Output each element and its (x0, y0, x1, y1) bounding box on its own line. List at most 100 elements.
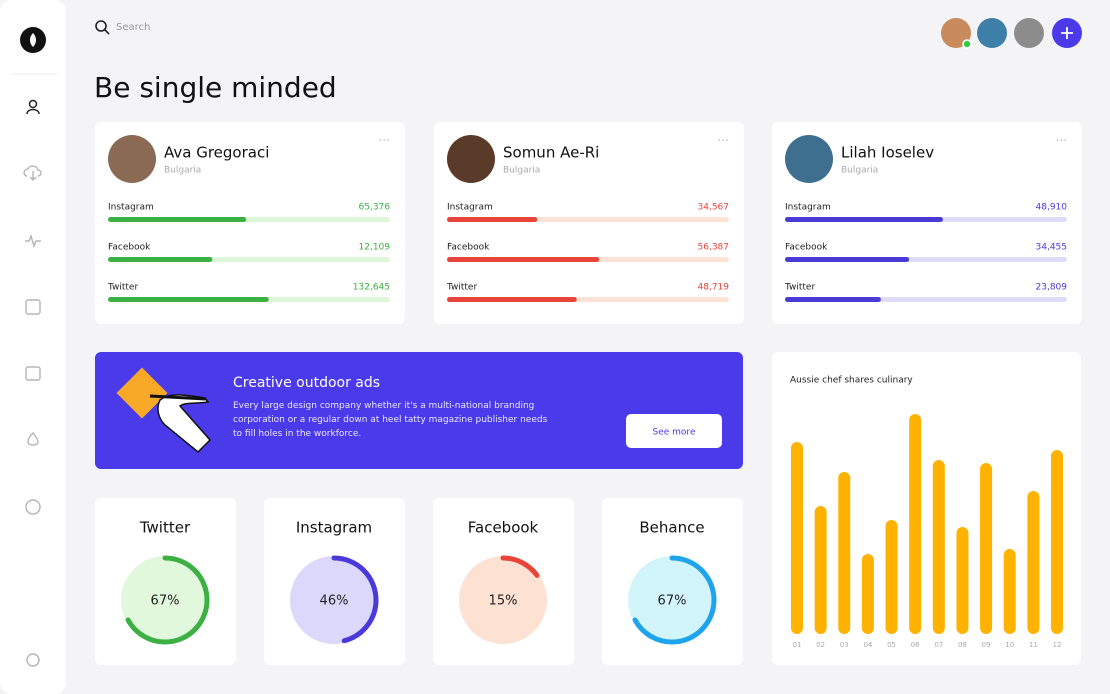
banner-title: Creative outdoor ads (233, 375, 380, 391)
bar (1051, 450, 1063, 634)
button-label[interactable]: See more (653, 428, 696, 438)
donut-label: 46% (320, 594, 349, 609)
profile-country: Bulgaria (503, 166, 540, 176)
progress-bar (447, 297, 577, 302)
donut-label: 15% (489, 594, 518, 609)
profile-country: Bulgaria (841, 166, 878, 176)
stat-count: 34,567 (698, 203, 730, 213)
nav-icon-pie[interactable] (25, 499, 41, 515)
stat-card-title: Instagram (296, 519, 372, 537)
x-tick-label: 02 (816, 641, 825, 649)
x-tick-label: 11 (1029, 641, 1038, 649)
stat-label: Instagram (785, 203, 831, 213)
avatar[interactable] (1014, 18, 1044, 48)
stat-count: 65,376 (359, 203, 391, 213)
progress-bar (785, 217, 943, 222)
stat-label: Instagram (108, 203, 154, 213)
stat-count: 48,719 (698, 283, 730, 293)
x-tick-label: 09 (982, 641, 991, 649)
bar (1027, 491, 1040, 634)
chart-title: Aussie chef shares culinary (790, 376, 913, 386)
avatar[interactable] (941, 18, 971, 48)
bar (861, 554, 874, 634)
bar (838, 472, 851, 634)
x-tick-label: 12 (1053, 641, 1062, 649)
bar (980, 463, 993, 634)
stat-label: Instagram (447, 203, 493, 213)
page-title: Be single minded (94, 71, 337, 104)
bar (885, 520, 898, 634)
stat-count: 12,109 (359, 243, 391, 253)
progress-bar (108, 217, 247, 222)
donut-arc (627, 555, 717, 645)
stat-count: 132,645 (353, 283, 390, 293)
donut-fill (628, 556, 716, 644)
profile-name: Somun Ae-Ri (503, 144, 599, 162)
stat-label: Facebook (447, 243, 490, 253)
profile-name: Ava Gregoraci (164, 144, 269, 162)
x-tick-label: 10 (1005, 641, 1014, 649)
progress-bar (447, 217, 538, 222)
nav-icon-image[interactable] (25, 299, 41, 315)
profile-name: Lilah Ioselev (841, 144, 934, 162)
x-tick-label: 08 (958, 641, 967, 649)
more-menu[interactable]: ··· (1056, 134, 1067, 148)
stat-label: Twitter (446, 283, 477, 293)
profile-card (95, 122, 405, 324)
x-tick-label: 04 (863, 641, 872, 649)
x-tick-label: 07 (934, 641, 943, 649)
donut-arc (289, 555, 379, 645)
x-tick-label: 03 (840, 641, 849, 649)
profile-avatar (447, 135, 495, 183)
donut-label: 67% (658, 594, 687, 609)
bar (956, 527, 969, 634)
bar (932, 460, 945, 634)
stat-count: 34,455 (1036, 243, 1068, 253)
donut-arc (458, 555, 548, 645)
add-icon (1061, 27, 1073, 39)
progress-bar (785, 257, 910, 262)
bar (814, 506, 827, 634)
nav-icon-fire[interactable] (27, 431, 39, 446)
nav-icon-activity[interactable] (25, 233, 41, 249)
x-tick-label: 05 (887, 641, 896, 649)
stat-count: 23,809 (1036, 283, 1068, 293)
progress-bar (108, 297, 269, 302)
progress-bar (108, 257, 213, 262)
nav-icon-user[interactable] (26, 99, 40, 115)
banner (95, 352, 743, 469)
more-menu[interactable]: ··· (379, 134, 390, 148)
see-more-button[interactable] (626, 414, 722, 448)
avatar[interactable] (977, 18, 1007, 48)
stat-count: 56,387 (698, 243, 730, 253)
logo-leaf (30, 33, 36, 47)
nav-icon-cloud[interactable] (23, 165, 42, 181)
banner-text: Every large design company whether it's … (233, 401, 548, 439)
nav-icon-settings[interactable] (26, 653, 40, 667)
stat-count: 48,910 (1036, 203, 1068, 213)
x-tick-label: 01 (793, 641, 802, 649)
search-placeholder[interactable]: Search (116, 22, 150, 33)
stat-card-title: Facebook (468, 519, 539, 537)
progress-bar (447, 257, 600, 262)
online-dot (962, 39, 972, 49)
stat-card-title: Twitter (139, 519, 191, 537)
profile-country: Bulgaria (164, 166, 201, 176)
donut-arc (120, 555, 210, 645)
donut-fill (121, 556, 209, 644)
progress-bar (785, 297, 881, 302)
more-menu[interactable]: ··· (718, 134, 729, 148)
donut-fill (459, 556, 547, 644)
donut-fill (290, 556, 378, 644)
donut-label: 67% (151, 594, 180, 609)
x-tick-label: 06 (911, 641, 920, 649)
profile-card (772, 122, 1082, 324)
bar (909, 414, 922, 634)
search-icon[interactable] (95, 20, 107, 32)
stat-label: Twitter (107, 283, 138, 293)
stat-label: Facebook (108, 243, 151, 253)
nav-icon-calendar[interactable] (25, 366, 41, 381)
search-icon-handle (104, 29, 110, 35)
